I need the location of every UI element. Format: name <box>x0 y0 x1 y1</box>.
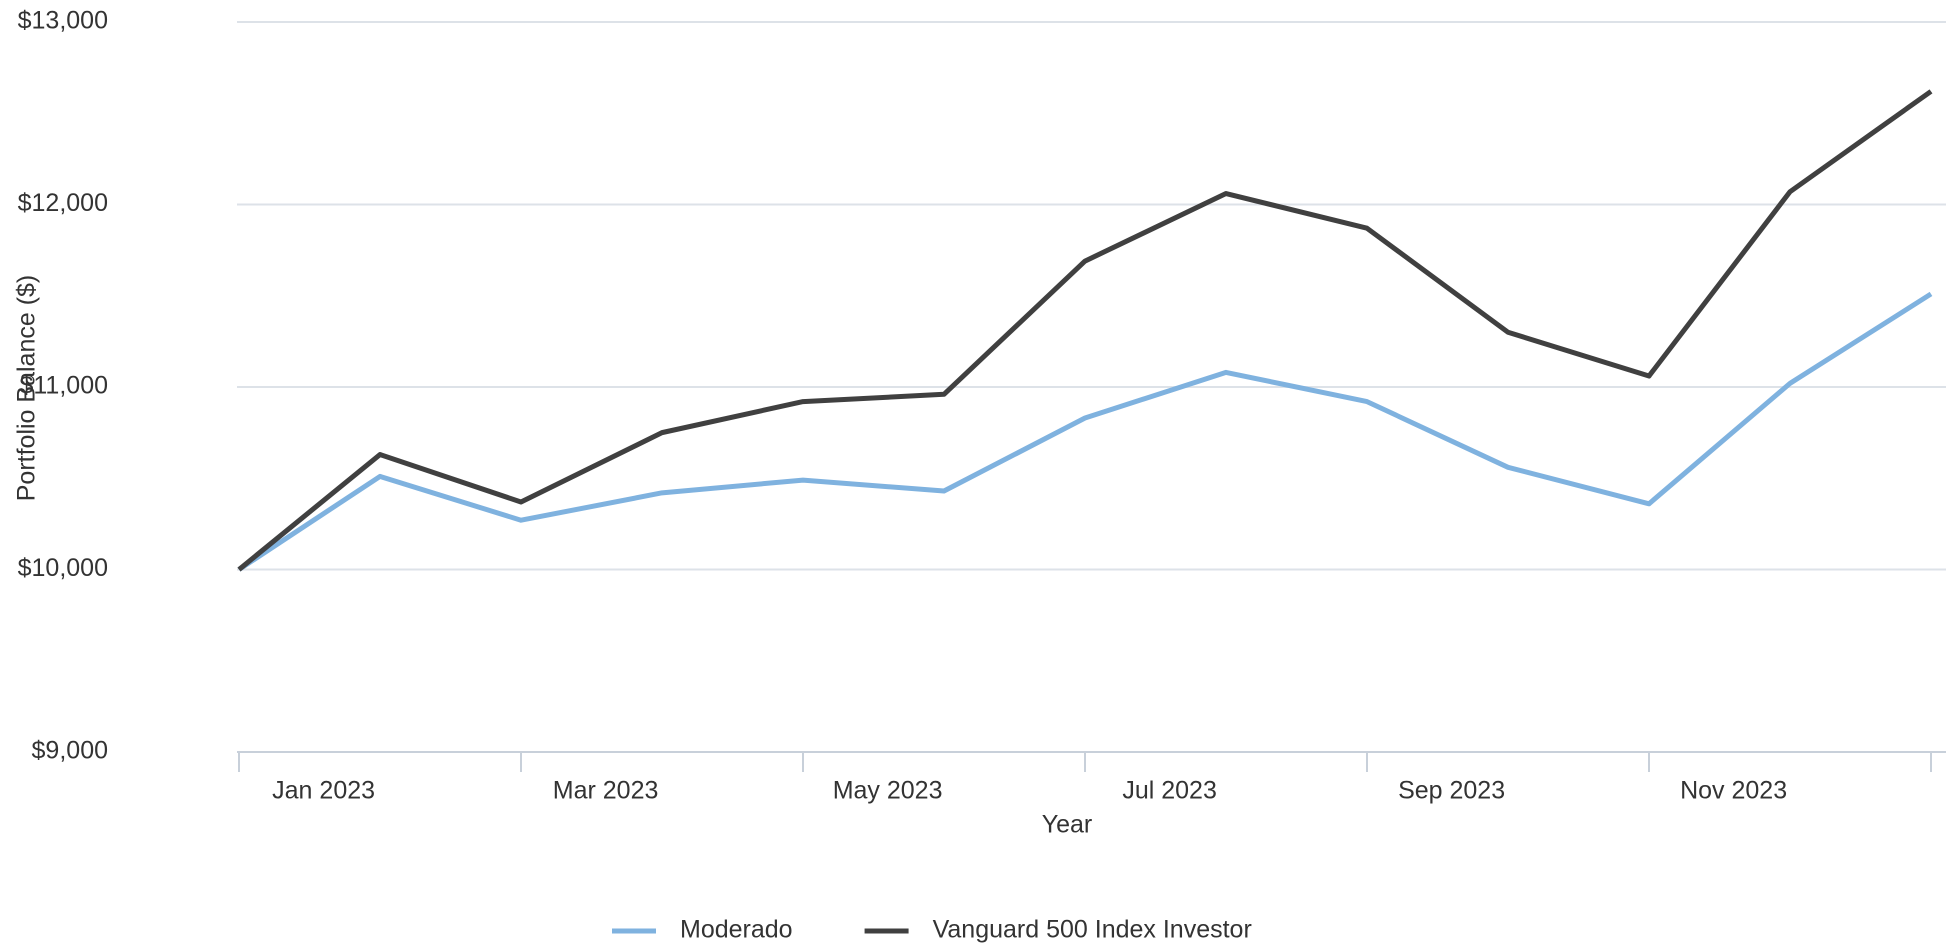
series-line <box>237 291 1933 572</box>
x-tick-label: Sep 2023 <box>1398 777 1505 805</box>
y-tick-label: $13,000 <box>18 7 108 35</box>
legend-label: Moderado <box>680 916 793 944</box>
x-tick-label: Jul 2023 <box>1122 777 1217 805</box>
series-line <box>237 89 1933 572</box>
y-tick-label: $10,000 <box>18 554 108 582</box>
x-tick-label: May 2023 <box>833 777 943 805</box>
legend-label: Vanguard 500 Index Investor <box>933 916 1252 944</box>
y-tick-label: $9,000 <box>32 737 108 765</box>
y-axis-title: Portfolio Balance ($) <box>13 275 41 502</box>
y-tick-label: $11,000 <box>19 372 108 400</box>
x-axis-title: Year <box>1042 811 1093 839</box>
x-tick-label: Mar 2023 <box>553 777 659 805</box>
x-tick-label: Jan 2023 <box>272 777 375 805</box>
y-tick-label: $12,000 <box>18 189 108 217</box>
x-tick-label: Nov 2023 <box>1680 777 1787 805</box>
